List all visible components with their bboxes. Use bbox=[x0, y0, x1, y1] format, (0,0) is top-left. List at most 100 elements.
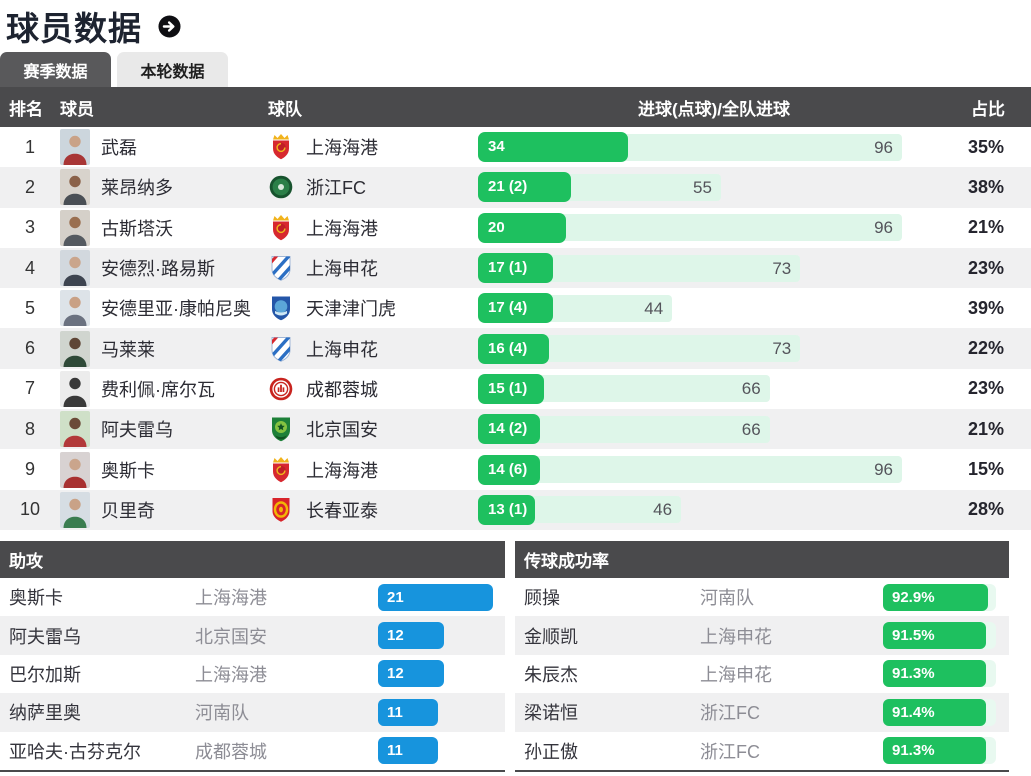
tab-season-data[interactable]: 赛季数据 bbox=[0, 52, 111, 87]
team-name: 上海海港 bbox=[306, 218, 378, 239]
team-name: 北京国安 bbox=[306, 420, 378, 441]
zhejiang-fc-crest-icon bbox=[268, 173, 298, 201]
column-header-share: 占比 bbox=[971, 99, 1005, 119]
table-row[interactable]: 2 莱昂纳多 浙江FC 55 21 (2) 38% bbox=[0, 167, 1031, 208]
column-header-team: 球队 bbox=[268, 99, 302, 119]
season-table-rows: 1 武磊 上海海港 96 34 35% 2 莱昂纳多 浙江FC 55 21 (2) 38% 3 古斯塔沃上… bbox=[0, 127, 1031, 530]
team-total-goals: 73 bbox=[772, 258, 792, 278]
table-row[interactable]: 5 安德里亚·康帕尼奥 天津津门虎 44 17 (4) 39% bbox=[0, 288, 1031, 328]
pass-accuracy-value: 91.3% bbox=[883, 737, 986, 765]
table-row[interactable]: 6 马莱莱 上海申花 73 16 (4) 22% bbox=[0, 328, 1031, 369]
goals-bar: 73 16 (4) bbox=[478, 333, 902, 364]
rank-value: 6 bbox=[24, 338, 35, 359]
player-avatar bbox=[60, 290, 92, 327]
team-name: 浙江FC bbox=[306, 178, 366, 199]
player-name: 孙正傲 bbox=[524, 741, 578, 762]
shanghai-port-crest-icon bbox=[268, 133, 298, 161]
pass-accuracy-row[interactable]: 顾操 河南队 92.9% bbox=[515, 578, 1009, 616]
player-goals-value: 13 (1) bbox=[478, 494, 536, 525]
team-name: 上海申花 bbox=[306, 259, 378, 280]
assists-panel-title: 助攻 bbox=[0, 540, 505, 578]
assist-row[interactable]: 巴尔加斯 上海海港 12 bbox=[0, 655, 505, 693]
player-goals-value: 17 (1) bbox=[478, 253, 554, 284]
player-goals-value: 14 (2) bbox=[478, 414, 540, 445]
team-name: 上海申花 bbox=[700, 664, 772, 685]
player-name: 亚哈夫·古芬克尔 bbox=[9, 741, 141, 762]
goal-share-percent: 21% bbox=[967, 217, 1004, 238]
pass-accuracy-row[interactable]: 金顺凯 上海申花 91.5% bbox=[515, 616, 1009, 655]
team-name: 上海申花 bbox=[306, 339, 378, 360]
assist-row[interactable]: 奥斯卡 上海海港 21 bbox=[0, 578, 505, 616]
rank-value: 9 bbox=[24, 459, 35, 480]
pass-accuracy-value: 91.3% bbox=[883, 660, 986, 688]
tianjin-jinmen-tiger-crest-icon bbox=[268, 294, 298, 322]
team-name: 北京国安 bbox=[195, 626, 267, 647]
table-row[interactable]: 8 阿夫雷乌 北京国安 66 14 (2) 21% bbox=[0, 409, 1031, 450]
pass-accuracy-value: 91.5% bbox=[883, 622, 986, 650]
team-total-goals: 73 bbox=[772, 339, 792, 359]
rank-value: 1 bbox=[24, 136, 35, 157]
assists-bar: 21 bbox=[378, 583, 505, 611]
pass-accuracy-panel: 传球成功率 顾操 河南队 92.9% 金顺凯 上海申花 91.5% 朱辰杰 上海申花 91.3%… bbox=[515, 540, 1009, 772]
player-goals-value: 14 (6) bbox=[478, 454, 540, 485]
player-name: 贝里奇 bbox=[101, 500, 155, 521]
goals-bar: 96 20 bbox=[478, 212, 902, 243]
rank-value: 2 bbox=[24, 176, 35, 197]
table-row[interactable]: 4 安德烈·路易斯 上海申花 73 17 (1) 23% bbox=[0, 247, 1031, 289]
team-name: 上海海港 bbox=[195, 588, 267, 609]
column-header-player: 球员 bbox=[60, 99, 94, 119]
assist-row[interactable]: 亚哈夫·古芬克尔 成都蓉城 11 bbox=[0, 732, 505, 770]
player-name: 顾操 bbox=[524, 588, 560, 609]
table-row[interactable]: 3 古斯塔沃 上海海港 96 20 21% bbox=[0, 208, 1031, 248]
team-name: 上海海港 bbox=[306, 138, 378, 159]
team-name: 成都蓉城 bbox=[306, 379, 378, 400]
player-name: 金顺凯 bbox=[524, 626, 578, 647]
player-avatar bbox=[60, 451, 92, 488]
pass-accuracy-bar: 92.9% bbox=[883, 583, 1009, 611]
page-title: 球员数据 bbox=[6, 10, 142, 47]
shanghai-port-crest-icon bbox=[268, 456, 298, 484]
table-row[interactable]: 7 费利佩·席尔瓦 成都蓉城 66 15 (1) 23% bbox=[0, 369, 1031, 409]
team-total-goals: 55 bbox=[693, 177, 712, 197]
assists-bar: 12 bbox=[378, 660, 505, 688]
tab-current-round-data[interactable]: 本轮数据 bbox=[117, 52, 228, 87]
goal-share-percent: 23% bbox=[967, 257, 1004, 278]
player-name: 梁诺恒 bbox=[524, 703, 578, 724]
pass-accuracy-row[interactable]: 梁诺恒 浙江FC 91.4% bbox=[515, 693, 1009, 732]
pass-accuracy-rows: 顾操 河南队 92.9% 金顺凯 上海申花 91.5% 朱辰杰 上海申花 91.3% 梁诺恒 浙江F… bbox=[515, 578, 1009, 770]
goals-bar: 96 34 bbox=[478, 132, 902, 163]
player-name: 安德里亚·康帕尼奥 bbox=[101, 299, 251, 320]
assists-bar: 11 bbox=[378, 698, 505, 726]
arrow-right-circle-icon[interactable] bbox=[158, 14, 181, 38]
player-name: 巴尔加斯 bbox=[9, 664, 81, 685]
team-total-goals: 96 bbox=[874, 218, 893, 238]
goal-share-percent: 39% bbox=[967, 297, 1004, 318]
goal-share-percent: 38% bbox=[967, 176, 1004, 197]
assists-value: 21 bbox=[378, 583, 493, 611]
player-name: 纳萨里奥 bbox=[9, 703, 81, 724]
goals-bar: 66 14 (2) bbox=[478, 414, 902, 445]
assists-value: 12 bbox=[378, 622, 444, 650]
rank-value: 7 bbox=[24, 378, 35, 399]
assist-row[interactable]: 阿夫雷乌 北京国安 12 bbox=[0, 616, 505, 655]
chengdu-rongcheng-crest-icon bbox=[268, 375, 298, 403]
bottom-panels: 助攻 奥斯卡 上海海港 21 阿夫雷乌 北京国安 12 巴尔加斯 上海海港 12 纳萨里奥 河南队 1… bbox=[0, 540, 1031, 772]
team-total-goals: 96 bbox=[874, 460, 893, 480]
team-total-goals: 66 bbox=[741, 419, 761, 439]
player-avatar bbox=[60, 491, 92, 528]
changchun-yatai-crest-icon bbox=[268, 496, 298, 524]
pass-accuracy-row[interactable]: 朱辰杰 上海申花 91.3% bbox=[515, 655, 1009, 693]
player-goals-value: 17 (4) bbox=[478, 293, 554, 324]
team-name: 成都蓉城 bbox=[195, 741, 267, 762]
team-total-goals: 46 bbox=[653, 500, 673, 520]
page-header: 球员数据 bbox=[0, 0, 1031, 52]
player-goals-value: 16 (4) bbox=[478, 333, 549, 364]
player-name: 马莱莱 bbox=[101, 339, 155, 360]
assists-panel: 助攻 奥斯卡 上海海港 21 阿夫雷乌 北京国安 12 巴尔加斯 上海海港 12 纳萨里奥 河南队 1… bbox=[0, 540, 505, 772]
table-row[interactable]: 9 奥斯卡 上海海港 96 14 (6) 15% bbox=[0, 449, 1031, 489]
pass-accuracy-row[interactable]: 孙正傲 浙江FC 91.3% bbox=[515, 732, 1009, 770]
table-row[interactable]: 1 武磊 上海海港 96 34 35% bbox=[0, 127, 1031, 167]
assist-row[interactable]: 纳萨里奥 河南队 11 bbox=[0, 693, 505, 732]
player-name: 阿夫雷乌 bbox=[101, 420, 173, 441]
table-row[interactable]: 10 贝里奇 长春亚泰 46 13 (1) 28% bbox=[0, 489, 1031, 530]
